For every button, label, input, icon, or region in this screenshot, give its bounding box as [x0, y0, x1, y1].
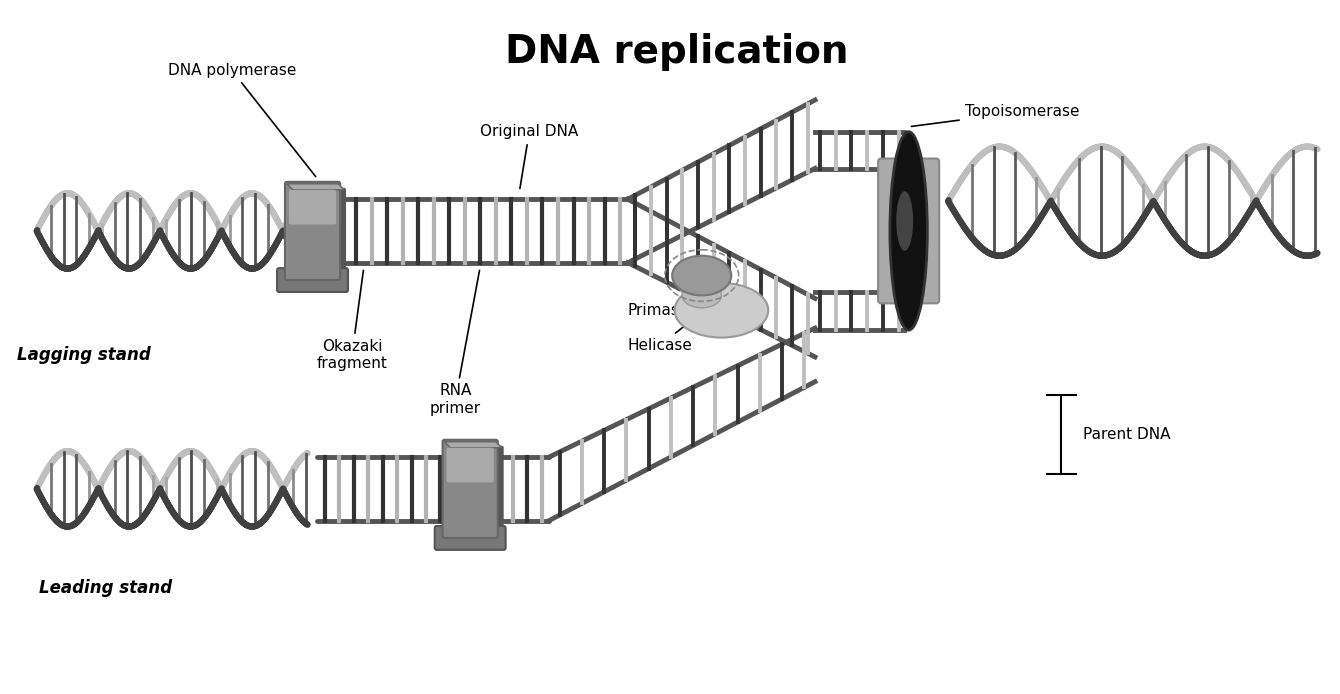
Polygon shape	[287, 184, 344, 189]
Polygon shape	[445, 442, 501, 448]
Text: Topoisomerase: Topoisomerase	[911, 104, 1079, 126]
Text: Parent DNA: Parent DNA	[1083, 427, 1171, 442]
Text: DNA polymerase: DNA polymerase	[168, 62, 316, 177]
Text: Helicase: Helicase	[628, 322, 693, 353]
Text: RNA
primer: RNA primer	[430, 271, 481, 416]
FancyBboxPatch shape	[277, 268, 348, 292]
Text: Lagging stand: Lagging stand	[17, 346, 151, 364]
Ellipse shape	[682, 283, 721, 308]
Ellipse shape	[674, 283, 768, 337]
FancyBboxPatch shape	[446, 448, 494, 482]
FancyBboxPatch shape	[291, 188, 346, 286]
Ellipse shape	[890, 132, 927, 330]
Text: DNA replication: DNA replication	[505, 33, 848, 71]
FancyBboxPatch shape	[434, 526, 505, 550]
FancyBboxPatch shape	[289, 189, 336, 224]
Text: Original DNA: Original DNA	[480, 124, 579, 189]
FancyBboxPatch shape	[878, 158, 939, 303]
FancyBboxPatch shape	[442, 440, 497, 538]
Ellipse shape	[673, 255, 732, 296]
Ellipse shape	[896, 192, 913, 251]
FancyBboxPatch shape	[449, 446, 504, 544]
FancyBboxPatch shape	[285, 182, 340, 280]
Text: Primase: Primase	[628, 277, 729, 318]
Text: Leading stand: Leading stand	[39, 579, 173, 597]
Text: Okazaki
fragment: Okazaki fragment	[316, 271, 387, 371]
